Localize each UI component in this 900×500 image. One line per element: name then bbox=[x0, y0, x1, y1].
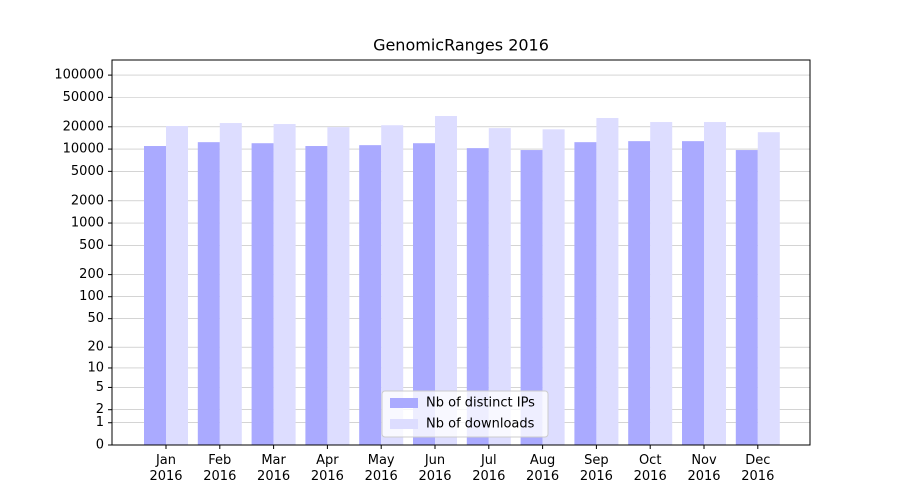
x-tick-label: Feb 2016 bbox=[203, 453, 237, 484]
y-tick-label: 5 bbox=[96, 380, 104, 395]
bar bbox=[251, 143, 274, 445]
bar bbox=[704, 122, 726, 445]
bar bbox=[520, 150, 543, 445]
y-tick-label: 50000 bbox=[63, 90, 104, 105]
x-tick-label: Jan 2016 bbox=[149, 453, 183, 484]
y-tick-label: 1000 bbox=[71, 216, 104, 231]
y-tick-label: 500 bbox=[79, 238, 104, 253]
y-tick-label: 2000 bbox=[71, 193, 104, 208]
y-tick-label: 200 bbox=[79, 267, 104, 282]
y-tick-label: 100 bbox=[79, 289, 104, 304]
bar bbox=[327, 127, 350, 446]
y-tick-label: 10000 bbox=[63, 142, 104, 157]
bar bbox=[219, 123, 242, 446]
bar bbox=[488, 128, 511, 445]
bar bbox=[542, 129, 565, 445]
x-tick-label: Sep 2016 bbox=[579, 453, 613, 484]
y-tick-label: 2 bbox=[96, 402, 104, 417]
y-tick-label: 20000 bbox=[63, 119, 104, 134]
bar bbox=[166, 126, 188, 445]
bar bbox=[273, 124, 296, 445]
bar bbox=[305, 146, 328, 445]
bar bbox=[650, 122, 673, 445]
y-tick-label: 50 bbox=[87, 311, 104, 326]
y-tick-label: 1 bbox=[96, 415, 104, 430]
x-tick-label: Jul 2016 bbox=[472, 453, 506, 484]
x-tick-label: Jun 2016 bbox=[418, 453, 452, 484]
legend-box bbox=[381, 390, 549, 438]
bar bbox=[682, 141, 704, 445]
legend-swatch bbox=[390, 398, 418, 408]
bar bbox=[735, 150, 758, 445]
x-tick-label: Nov 2016 bbox=[687, 453, 721, 484]
bar bbox=[466, 148, 489, 446]
y-tick-label: 0 bbox=[96, 438, 104, 453]
bar bbox=[596, 118, 619, 446]
legend-swatch bbox=[390, 419, 418, 429]
bar bbox=[381, 125, 404, 445]
y-tick-label: 5000 bbox=[71, 164, 104, 179]
bar bbox=[359, 145, 382, 445]
legend-label: Nb of downloads bbox=[426, 417, 535, 432]
legend-label: Nb of distinct IPs bbox=[426, 396, 535, 411]
bar bbox=[413, 143, 435, 445]
bar bbox=[144, 146, 166, 445]
x-tick-label: Aug 2016 bbox=[526, 453, 560, 484]
x-tick-label: Oct 2016 bbox=[633, 453, 667, 484]
bar bbox=[197, 142, 220, 445]
x-tick-label: Apr 2016 bbox=[310, 453, 344, 484]
bar bbox=[628, 141, 651, 445]
y-tick-label: 20 bbox=[87, 340, 104, 355]
plot-frame bbox=[111, 59, 811, 446]
chart-title: GenomicRanges 2016 bbox=[373, 36, 549, 55]
y-tick-label: 100000 bbox=[54, 68, 104, 83]
bar bbox=[435, 115, 457, 445]
y-tick-label: 10 bbox=[87, 360, 104, 375]
legend: Nb of distinct IPs Nb of downloads bbox=[381, 390, 549, 438]
x-tick-label: May 2016 bbox=[364, 453, 398, 484]
bar bbox=[757, 132, 780, 445]
bar bbox=[574, 142, 597, 445]
x-tick-label: Mar 2016 bbox=[257, 453, 291, 484]
x-tick-label: Dec 2016 bbox=[741, 453, 775, 484]
